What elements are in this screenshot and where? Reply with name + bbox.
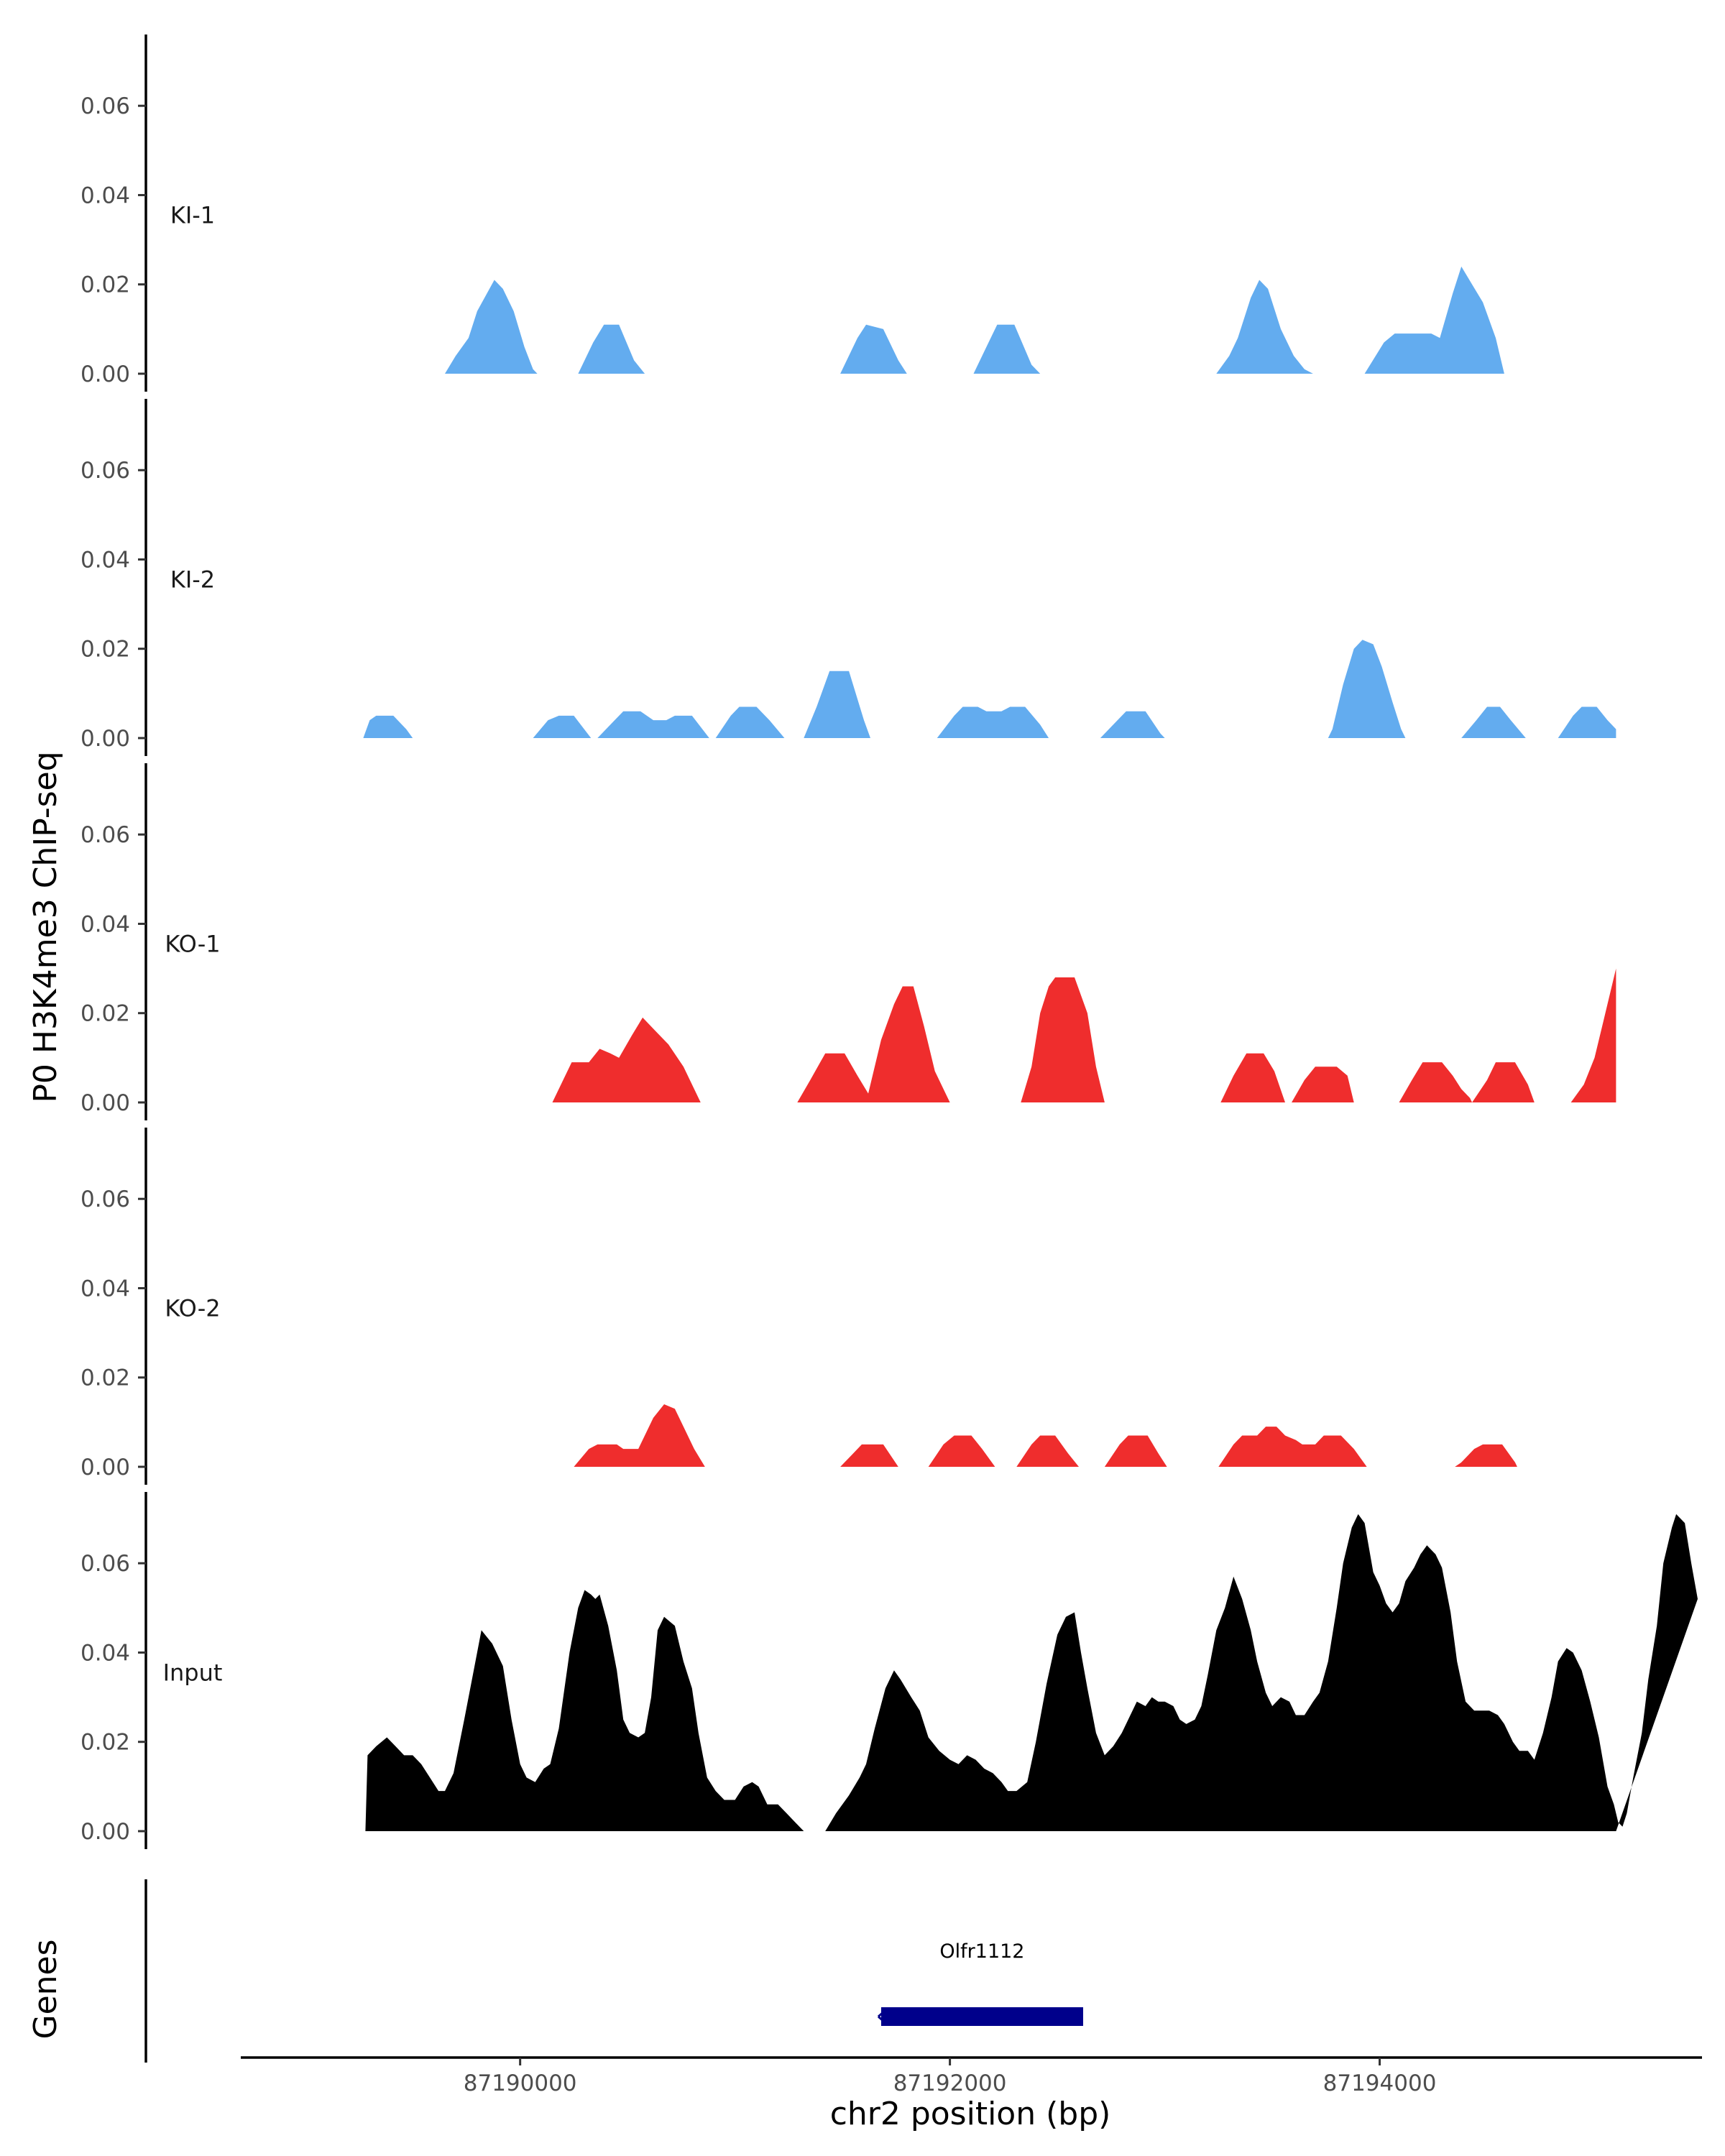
y-tick-label: 0.00 [80, 726, 130, 752]
track-label: Input [163, 1659, 223, 1686]
x-axis-title: chr2 position (bp) [830, 2096, 1111, 2132]
y-tick-label: 0.04 [80, 911, 130, 937]
signal-peak [533, 715, 592, 738]
y-tick-label: 0.00 [80, 1455, 130, 1480]
track-ki-2: 0.00 0.02 0.04 0.06 KI-2 [80, 399, 1616, 756]
y-tick-label: 0.02 [80, 1001, 130, 1027]
y-tick-label: 0.06 [80, 822, 130, 848]
signal-peak [1570, 968, 1616, 1102]
signal-peak [1104, 1435, 1167, 1467]
signal-peak [715, 706, 785, 738]
y-tick-label: 0.06 [80, 458, 130, 484]
y-tick-label: 0.00 [80, 361, 130, 387]
signal-peak [928, 1435, 995, 1467]
signal-peak [1455, 1444, 1517, 1467]
signal-peak [1220, 1053, 1285, 1102]
signal-peak [363, 715, 413, 738]
x-tick-label: 87190000 [464, 2070, 577, 2096]
y-tick-label: 0.02 [80, 1730, 130, 1756]
y-tick-label: 0.00 [80, 1819, 130, 1845]
gene-olfr1112: Olfr1112 [877, 1940, 1083, 2026]
signal-peak [578, 324, 645, 374]
signal-peak [825, 1514, 1698, 1831]
track-label: KI-2 [170, 566, 215, 593]
signal-peak [1292, 1067, 1354, 1102]
gene-panel: Olfr1112 [144, 1879, 1083, 2063]
signal-peak [804, 671, 870, 738]
signal-peak [1399, 1062, 1473, 1102]
signal-peak [552, 1017, 701, 1102]
y-tick-label: 0.02 [80, 272, 130, 298]
signal-peak [797, 986, 950, 1102]
y-tick-label: 0.06 [80, 93, 130, 119]
signal-peak [1558, 706, 1616, 738]
y-tick-label: 0.02 [80, 637, 130, 663]
y-tick-label: 0.04 [80, 547, 130, 573]
y-tick-label: 0.04 [80, 1276, 130, 1302]
y-axis-title: P0 H3K4me3 ChIP-seq [27, 751, 64, 1102]
gene-panel-title: Genes [27, 1939, 64, 2039]
track-label: KO-2 [165, 1294, 220, 1322]
signal-peak [1218, 1427, 1367, 1467]
gene-body [880, 2007, 1083, 2026]
signal-peak [1021, 977, 1105, 1102]
signal-peak [1472, 1062, 1535, 1102]
signal-peak [365, 1590, 804, 1831]
y-tick-label: 0.06 [80, 1187, 130, 1212]
track-input: 0.00 0.02 0.04 0.06 Input [80, 1492, 1698, 1849]
signal-peak [840, 324, 907, 374]
signal-peak [597, 711, 709, 738]
x-tick-label: 87192000 [893, 2070, 1007, 2096]
x-axis: 87190000 87192000 87194000 [241, 2056, 1702, 2096]
track-ko-1: 0.00 0.02 0.04 0.06 KO-1 [80, 763, 1616, 1120]
tracks-group: 0.00 0.02 0.04 0.06 KI-1 0.00 0.02 0.04 0.06 KI-2… [80, 34, 1698, 1849]
signal-peak [1216, 280, 1313, 374]
y-tick-label: 0.04 [80, 1640, 130, 1666]
signal-peak [1364, 266, 1504, 374]
y-tick-label: 0.02 [80, 1365, 130, 1391]
track-ki-1: 0.00 0.02 0.04 0.06 KI-1 [80, 34, 1504, 392]
signal-peak [574, 1404, 705, 1467]
y-tick-label: 0.06 [80, 1551, 130, 1577]
signal-peak [1328, 640, 1406, 738]
signal-peak [973, 324, 1041, 374]
signal-peak [445, 280, 538, 374]
signal-peak [1100, 711, 1165, 738]
y-tick-label: 0.04 [80, 183, 130, 208]
track-label: KI-1 [170, 201, 215, 229]
signal-peak [840, 1444, 898, 1467]
track-ko-2: 0.00 0.02 0.04 0.06 KO-2 [80, 1128, 1517, 1485]
signal-peak [937, 706, 1049, 738]
gene-label: Olfr1112 [939, 1940, 1024, 1963]
strand-arrow-icon [877, 2010, 885, 2023]
signal-peak [1461, 706, 1526, 738]
track-label: KO-1 [165, 930, 220, 957]
y-tick-label: 0.00 [80, 1090, 130, 1116]
signal-peak [1016, 1435, 1079, 1467]
x-tick-label: 87194000 [1323, 2070, 1437, 2096]
